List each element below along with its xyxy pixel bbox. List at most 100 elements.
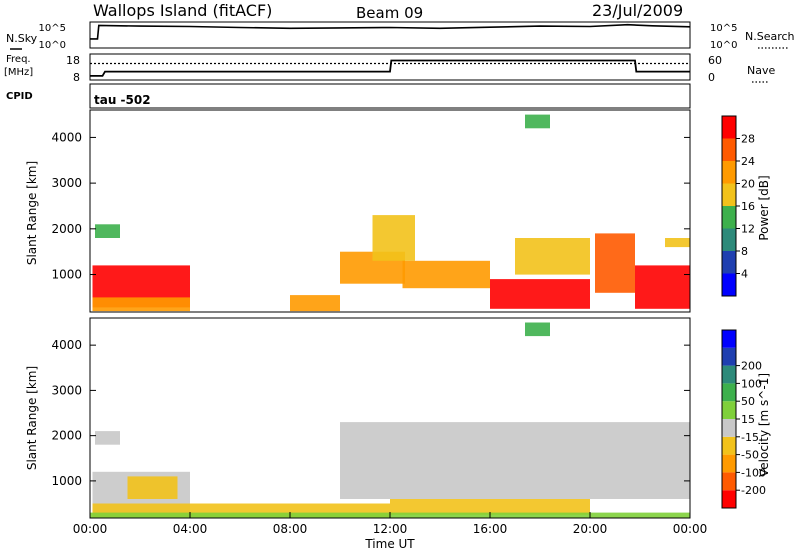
colorbar-swatch	[722, 365, 736, 384]
velocity-panel: 1000 2000 3000 4000 00:00 04:00 08:00 12:00 16:…	[25, 317, 708, 551]
freq-ytick-top: 18	[66, 54, 80, 67]
xtick-label: 12:00	[373, 522, 408, 536]
colorbar-swatch	[722, 347, 736, 366]
ytick-label: 2000	[51, 429, 82, 443]
ytick-label: 1000	[51, 268, 82, 282]
colorbar-tick-label: 24	[741, 155, 755, 168]
colorbar-swatch	[722, 383, 736, 402]
colorbar-swatch	[722, 228, 736, 251]
power-colorbar: 4 8 12 16 20 24 28	[721, 115, 755, 297]
ytick-label: 2000	[51, 222, 82, 236]
xtick-label: 04:00	[173, 522, 208, 536]
data-region-9	[595, 233, 635, 293]
data-region-2	[95, 224, 120, 238]
nsky-label: N.Sky	[6, 32, 38, 45]
data-region-3	[95, 431, 120, 445]
power-panel: 1000 2000 3000 4000 Slant Range [km]	[25, 109, 691, 313]
colorbar-swatch	[722, 436, 736, 455]
nave-label: Nave	[747, 64, 775, 77]
data-region-1	[127, 476, 178, 499]
colorbar-swatch	[722, 330, 736, 348]
data-region-7	[490, 279, 590, 309]
xaxis-label: Time UT	[364, 537, 415, 551]
colorbar-swatch	[722, 419, 736, 437]
colorbar-tick-label: 100	[741, 377, 762, 390]
velocity-xticks: 00:00 04:00 08:00 12:00 16:00 20:00 00:00	[73, 512, 708, 536]
colorbar-tick-label: -50	[741, 449, 759, 462]
colorbar-tick-label: -200	[741, 484, 766, 497]
ytick-label: 3000	[51, 383, 82, 397]
colorbar-tick-label: 20	[741, 178, 755, 191]
frequency-panel: 18 8 60 0 Freq. [MHz] CPID Nave	[4, 53, 775, 102]
date-label: 23/Jul/2009	[592, 1, 683, 20]
noise-yright-tick-top: 10^5	[710, 23, 737, 34]
colorbar-tick-label: 15	[741, 413, 755, 426]
data-region-5	[372, 215, 415, 261]
cpid-strip: tau -502	[89, 83, 691, 109]
nave-ytick-bottom: 0	[708, 71, 715, 84]
power-colorbar-label: Power [dB]	[757, 175, 771, 240]
noise-ytick-bottom: 10^0	[39, 40, 66, 51]
tau-label: tau -502	[94, 93, 151, 107]
colorbar-swatch	[722, 273, 736, 296]
colorbar-swatch	[722, 490, 736, 508]
colorbar-swatch	[722, 161, 736, 184]
data-region-4	[340, 422, 690, 499]
colorbar-swatch	[722, 454, 736, 473]
colorbar-tick-label: 4	[741, 268, 748, 281]
data-region-6	[402, 260, 490, 289]
colorbar-tick-label: 8	[741, 245, 748, 258]
velocity-ylabel: Slant Range [km]	[25, 366, 39, 470]
noise-ytick-top: 10^5	[39, 23, 66, 34]
velocity-yticks: 1000 2000 3000 4000	[51, 338, 690, 488]
noise-panel: 10^5 10^0 10^5 10^0 N.Sky N.Search	[6, 21, 795, 51]
beam-label: Beam 09	[356, 4, 423, 22]
colorbar-tick-label: 16	[741, 200, 755, 213]
colorbar-tick-label: 28	[741, 133, 755, 146]
nsky-series-line	[90, 23, 691, 40]
ytick-label: 4000	[51, 130, 82, 144]
velocity-colorbar: -200 -100 -50 -15 15 50 100 200	[721, 329, 766, 509]
nave-ytick-top: 60	[708, 54, 722, 67]
ytick-label: 1000	[51, 474, 82, 488]
site-title: Wallops Island (fitACF)	[93, 1, 272, 20]
velocity-colorbar-label: Velocity [m s^-1]	[757, 373, 771, 477]
colorbar-swatch	[722, 138, 736, 161]
cpid-label: CPID	[6, 91, 33, 102]
data-region-3	[290, 295, 340, 312]
xtick-label: 00:00	[673, 522, 708, 536]
colorbar-swatch	[722, 183, 736, 206]
colorbar-tick-label: 50	[741, 395, 755, 408]
colorbar-tick-label: 200	[741, 360, 762, 373]
colorbar-swatch	[722, 401, 736, 419]
colorbar-swatch	[722, 206, 736, 229]
xtick-label: 20:00	[573, 522, 608, 536]
data-region-5	[390, 499, 590, 515]
data-region-12	[525, 114, 550, 129]
data-region-1	[92, 297, 190, 312]
power-yticks: 1000 2000 3000 4000	[51, 130, 690, 282]
data-region-10	[635, 265, 690, 309]
freq-label-line2: [MHz]	[4, 67, 33, 78]
xtick-label: 08:00	[273, 522, 308, 536]
data-region-7	[525, 322, 550, 337]
colorbar-tick-label: -15	[741, 431, 759, 444]
power-ylabel: Slant Range [km]	[25, 161, 39, 265]
data-region-8	[515, 238, 590, 275]
colorbar-swatch	[722, 116, 736, 139]
noise-yright-tick-bottom: 10^0	[710, 40, 737, 51]
xtick-label: 00:00	[73, 522, 108, 536]
freq-ytick-bottom: 8	[73, 71, 80, 84]
nsearch-label: N.Search	[745, 30, 795, 43]
freq-series-line	[90, 59, 690, 77]
colorbar-tick-label: -100	[741, 466, 766, 479]
power-data-cells	[92, 114, 690, 312]
data-region-11	[665, 238, 690, 248]
colorbar-swatch	[722, 472, 736, 491]
ytick-label: 4000	[51, 338, 82, 352]
colorbar-tick-label: 12	[741, 223, 755, 236]
colorbar-swatch	[722, 251, 736, 274]
freq-label-line1: Freq.	[6, 54, 31, 65]
xtick-label: 16:00	[473, 522, 508, 536]
